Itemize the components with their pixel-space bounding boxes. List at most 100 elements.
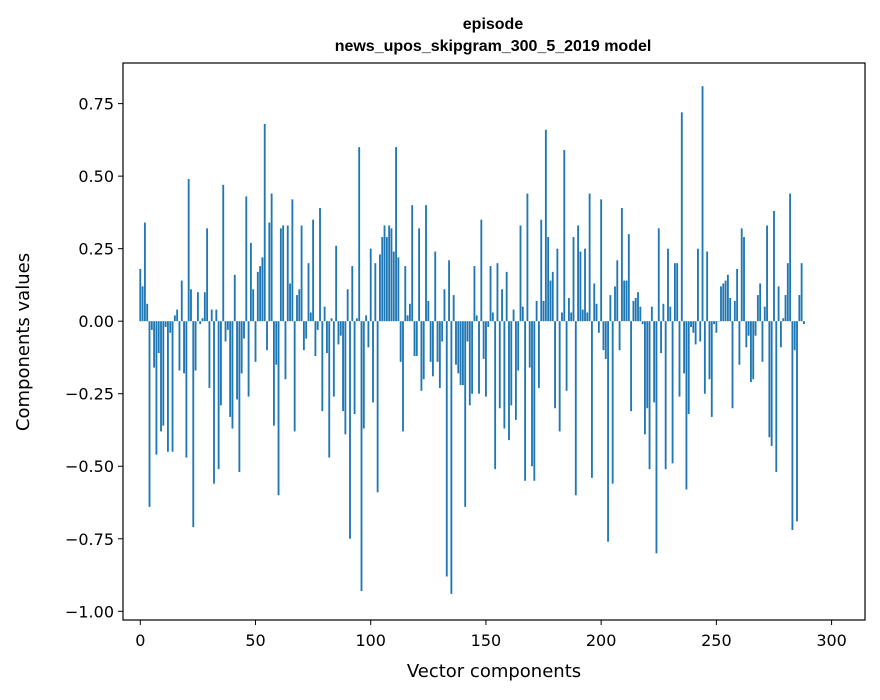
- x-tick-label: 300: [816, 631, 847, 650]
- bar-61: [280, 228, 282, 321]
- bar-151: [487, 321, 489, 327]
- x-tick-label: 150: [471, 631, 502, 650]
- bar-26: [199, 321, 201, 324]
- bar-16: [176, 310, 178, 322]
- bar-45: [243, 321, 245, 338]
- bar-15: [174, 315, 176, 321]
- bar-1: [142, 286, 144, 321]
- bar-111: [395, 147, 397, 321]
- bar-234: [679, 321, 681, 396]
- bar-128: [434, 252, 436, 322]
- bar-140: [462, 321, 464, 385]
- bar-243: [699, 321, 701, 341]
- bar-108: [388, 225, 390, 321]
- bar-244: [702, 86, 704, 321]
- bar-31: [211, 310, 213, 322]
- bar-182: [559, 321, 561, 431]
- bar-78: [319, 208, 321, 321]
- bar-58: [273, 321, 275, 425]
- bar-102: [374, 263, 376, 321]
- bar-262: [743, 237, 745, 321]
- bar-276: [775, 321, 777, 472]
- bar-66: [291, 199, 293, 321]
- bar-282: [789, 194, 791, 322]
- bar-266: [752, 321, 754, 379]
- bar-46: [245, 196, 247, 321]
- bar-47: [248, 321, 250, 396]
- y-tick-label: −0.25: [65, 385, 114, 404]
- bar-44: [241, 321, 243, 373]
- bar-241: [695, 321, 697, 344]
- bar-200: [600, 199, 602, 321]
- bar-75: [312, 220, 314, 322]
- bar-158: [503, 321, 505, 428]
- bar-180: [554, 321, 556, 408]
- bar-238: [688, 321, 690, 414]
- bar-263: [745, 321, 747, 347]
- bar-72: [305, 321, 307, 338]
- bar-147: [478, 321, 480, 394]
- bar-164: [517, 321, 519, 370]
- bar-33: [215, 310, 217, 322]
- bar-181: [556, 249, 558, 322]
- bar-265: [750, 321, 752, 382]
- bar-89: [344, 321, 346, 434]
- bar-190: [577, 225, 579, 321]
- bar-103: [377, 321, 379, 492]
- bar-53: [261, 257, 263, 321]
- bar-250: [715, 321, 717, 333]
- bar-273: [768, 321, 770, 437]
- bar-77: [317, 321, 319, 330]
- bar-101: [372, 321, 374, 402]
- bar-27: [202, 318, 204, 321]
- bar-288: [803, 321, 805, 324]
- bar-210: [623, 281, 625, 322]
- bar-225: [658, 228, 660, 321]
- bar-142: [467, 321, 469, 341]
- bar-173: [538, 321, 540, 388]
- bar-152: [490, 266, 492, 321]
- bar-165: [520, 225, 522, 321]
- bar-216: [637, 292, 639, 321]
- bar-54: [264, 124, 266, 321]
- bar-120: [416, 321, 418, 356]
- bar-277: [778, 286, 780, 321]
- bar-87: [340, 321, 342, 336]
- bar-105: [381, 237, 383, 321]
- bar-107: [386, 237, 388, 321]
- bar-34: [218, 321, 220, 469]
- bar-126: [430, 321, 432, 362]
- bar-260: [738, 321, 740, 365]
- bar-59: [275, 321, 277, 365]
- bar-249: [713, 321, 715, 324]
- bar-155: [497, 263, 499, 321]
- bar-134: [448, 260, 450, 321]
- bar-32: [213, 321, 215, 483]
- bar-270: [762, 321, 764, 362]
- x-tick-label: 0: [135, 631, 145, 650]
- bar-20: [185, 321, 187, 457]
- bar-230: [669, 307, 671, 322]
- bar-125: [427, 301, 429, 321]
- bar-76: [314, 321, 316, 356]
- chart-subtitle: news_upos_skipgram_300_5_2019 model: [335, 38, 652, 55]
- bar-171: [533, 321, 535, 481]
- bar-29: [206, 228, 208, 321]
- bar-95: [358, 147, 360, 321]
- bar-271: [764, 307, 766, 322]
- bar-65: [289, 283, 291, 321]
- bar-221: [649, 321, 651, 469]
- bar-205: [612, 321, 614, 483]
- bar-85: [335, 246, 337, 321]
- bar-127: [432, 321, 434, 376]
- bar-90: [347, 289, 349, 321]
- bar-135: [450, 321, 452, 594]
- bar-88: [342, 321, 344, 411]
- bar-36: [222, 185, 224, 321]
- bar-68: [296, 295, 298, 321]
- bar-0: [139, 269, 141, 321]
- bar-218: [642, 321, 644, 324]
- bar-235: [681, 112, 683, 321]
- bar-231: [672, 321, 674, 463]
- bar-37: [225, 321, 227, 341]
